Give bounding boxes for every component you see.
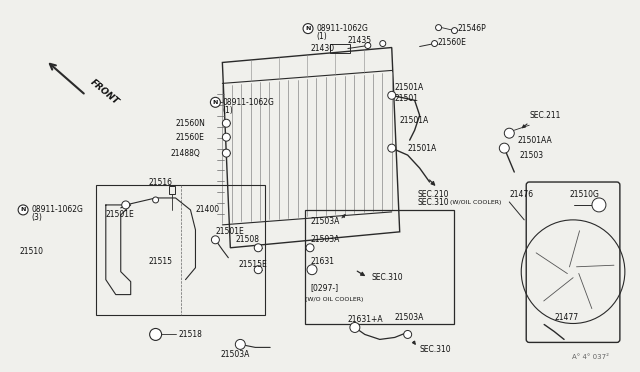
Text: 21435: 21435 — [348, 36, 372, 45]
Text: 21503A: 21503A — [310, 235, 339, 244]
Circle shape — [18, 205, 28, 215]
Circle shape — [122, 201, 130, 209]
Text: 21560E: 21560E — [438, 38, 467, 47]
Circle shape — [222, 133, 230, 141]
Text: 08911-1062G: 08911-1062G — [316, 24, 368, 33]
Circle shape — [350, 323, 360, 333]
Circle shape — [388, 92, 396, 99]
Circle shape — [222, 149, 230, 157]
Text: 08911-1062G: 08911-1062G — [31, 205, 83, 214]
Circle shape — [388, 144, 396, 152]
Circle shape — [254, 244, 262, 252]
Text: SEC.310: SEC.310 — [418, 198, 449, 208]
Circle shape — [380, 41, 386, 46]
Text: (W/OIL COOLER): (W/OIL COOLER) — [449, 201, 501, 205]
Text: SEC.310: SEC.310 — [372, 273, 403, 282]
Text: (1): (1) — [222, 106, 233, 115]
Text: 21631+A: 21631+A — [348, 315, 383, 324]
Circle shape — [499, 143, 509, 153]
Text: 21508: 21508 — [236, 235, 259, 244]
Text: 21510: 21510 — [19, 247, 43, 256]
Circle shape — [150, 328, 161, 340]
Text: 21518: 21518 — [179, 330, 202, 339]
Text: N: N — [305, 26, 311, 31]
Circle shape — [211, 236, 220, 244]
Text: 21631: 21631 — [310, 257, 334, 266]
Bar — [330, 44, 350, 52]
Circle shape — [307, 265, 317, 275]
Text: 21501A: 21501A — [400, 116, 429, 125]
Circle shape — [222, 119, 230, 127]
Circle shape — [365, 42, 371, 48]
Circle shape — [211, 97, 220, 107]
Text: 21501E: 21501E — [216, 227, 244, 236]
Circle shape — [236, 339, 245, 349]
Text: (W/O OIL COOLER): (W/O OIL COOLER) — [305, 297, 364, 302]
Circle shape — [152, 197, 159, 203]
Circle shape — [436, 25, 442, 31]
Text: 21501AA: 21501AA — [517, 136, 552, 145]
Circle shape — [254, 266, 262, 274]
Text: 21501A: 21501A — [408, 144, 437, 153]
Text: A° 4° 037²: A° 4° 037² — [572, 355, 609, 360]
Circle shape — [451, 28, 458, 33]
Text: SEC.211: SEC.211 — [529, 111, 561, 120]
Text: 21510G: 21510G — [569, 190, 599, 199]
Text: SEC.310: SEC.310 — [420, 345, 451, 354]
Circle shape — [306, 244, 314, 252]
Text: [0297-]: [0297-] — [310, 283, 338, 292]
Text: 21503A: 21503A — [310, 217, 339, 227]
Text: 21546P: 21546P — [458, 24, 486, 33]
Text: 21503A: 21503A — [395, 313, 424, 322]
Circle shape — [404, 330, 412, 339]
Text: 21503A: 21503A — [220, 350, 250, 359]
Text: (1): (1) — [316, 32, 327, 41]
Text: 08911-1062G: 08911-1062G — [222, 98, 275, 107]
Text: 21430: 21430 — [310, 44, 334, 53]
Text: 21477: 21477 — [554, 313, 579, 322]
Text: 21488Q: 21488Q — [171, 149, 200, 158]
Text: 21476: 21476 — [509, 190, 533, 199]
Circle shape — [592, 198, 606, 212]
Text: 21503: 21503 — [519, 151, 543, 160]
Text: 21515: 21515 — [148, 257, 173, 266]
Circle shape — [303, 23, 313, 33]
Text: 21400: 21400 — [195, 205, 220, 214]
Text: 21501E: 21501E — [106, 211, 134, 219]
Bar — [168, 186, 175, 194]
Circle shape — [431, 41, 438, 46]
Text: N: N — [212, 100, 218, 105]
Text: FRONT: FRONT — [89, 78, 121, 107]
Text: SEC.210: SEC.210 — [418, 190, 449, 199]
Bar — [96, 185, 265, 314]
Text: (3): (3) — [31, 214, 42, 222]
Circle shape — [504, 128, 515, 138]
Text: N: N — [20, 208, 26, 212]
Text: 21501: 21501 — [395, 94, 419, 103]
Text: 21560N: 21560N — [175, 119, 205, 128]
Text: 21501A: 21501A — [395, 83, 424, 92]
Bar — [305, 210, 454, 324]
Text: 21515E: 21515E — [238, 260, 267, 269]
Text: 21560E: 21560E — [175, 133, 204, 142]
Text: 21516: 21516 — [148, 177, 173, 186]
